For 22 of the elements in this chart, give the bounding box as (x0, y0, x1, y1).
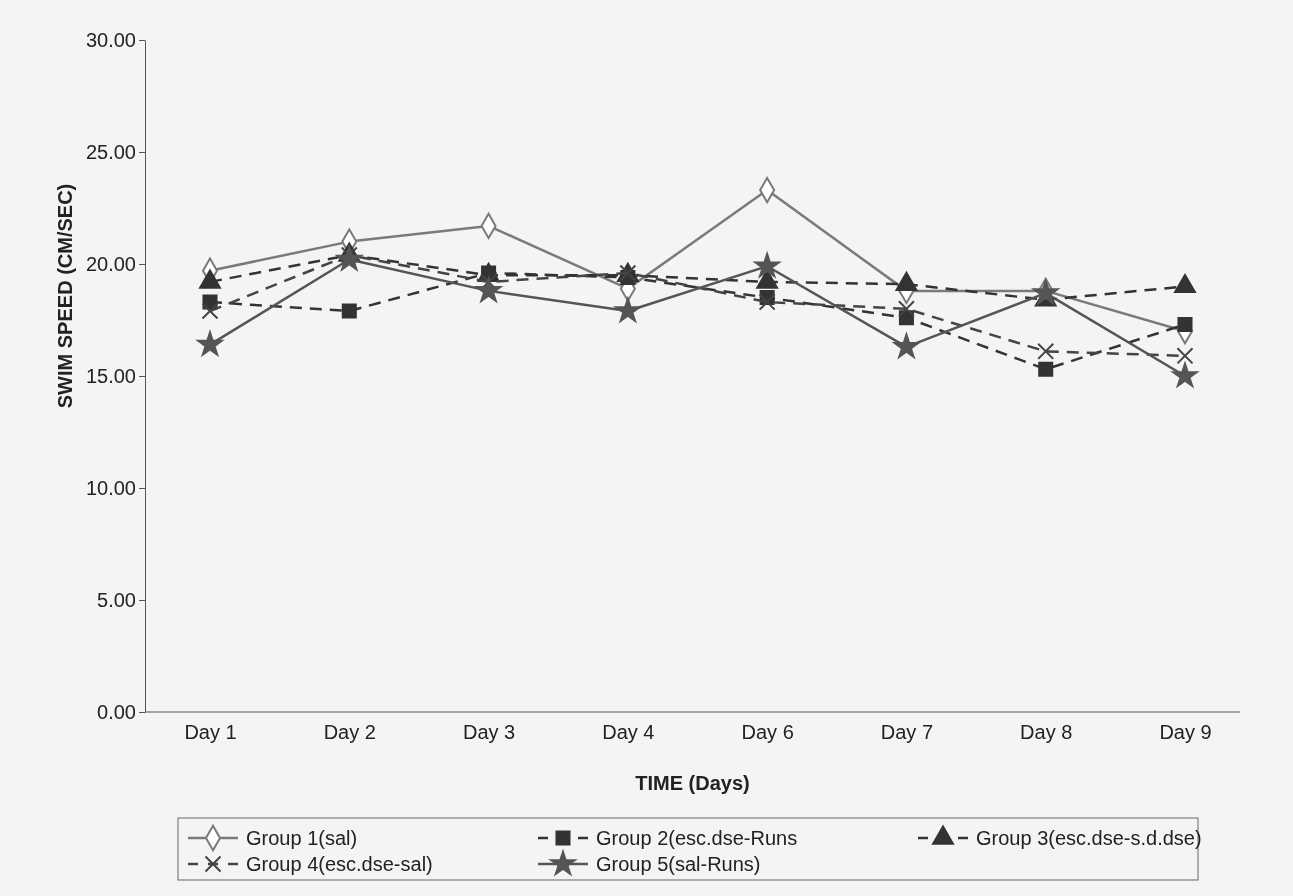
y-axis-title: SWIM SPEED (CM/SEC) (54, 183, 76, 409)
x-tick-label: Day 7 (880, 721, 934, 743)
x-tick-label: Day 2 (323, 721, 376, 743)
x-tick-label: Day 3 (462, 721, 516, 743)
x-axis-title: TIME (Days) (635, 772, 750, 794)
y-tick-label: 0.00 (97, 700, 136, 723)
x-tick-label: Day 1 (184, 721, 237, 743)
y-tick-label: 5.00 (97, 588, 136, 611)
y-tick-label: 15.00 (85, 364, 136, 387)
legend-label: Group 5(sal-Runs) (596, 853, 761, 875)
y-tick-label: 25.00 (85, 140, 136, 163)
legend-label: Group 2(esc.dse-Runs (596, 827, 798, 849)
x-tick-label: Day 6 (741, 721, 794, 743)
x-tick-label: Day 4 (602, 721, 655, 743)
x-tick-label: Day 8 (1020, 721, 1073, 743)
y-tick-label: 10.00 (85, 476, 136, 499)
x-tick-label: Day 9 (1159, 721, 1212, 743)
legend-label: Group 1(sal) (246, 827, 358, 849)
y-tick-label: 30.00 (85, 28, 136, 51)
legend-label: Group 4(esc.dse-sal) (246, 853, 433, 875)
y-tick-label: 20.00 (85, 252, 136, 275)
legend-label: Group 3(esc.dse-s.d.dse) (976, 827, 1202, 849)
